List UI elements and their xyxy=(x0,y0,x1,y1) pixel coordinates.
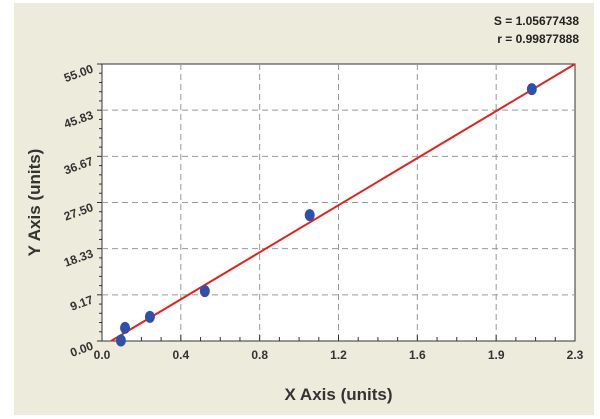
fit-line xyxy=(110,63,576,342)
s-annotation: S = 1.05677438 xyxy=(493,14,579,28)
x-tick-label: 1.2 xyxy=(330,348,347,362)
data-point xyxy=(144,310,155,323)
y-tick-label: 27.50 xyxy=(62,200,95,224)
data-point xyxy=(526,83,537,96)
x-axis-label: X Axis (units) xyxy=(285,385,393,404)
x-tick-label: 1.6 xyxy=(409,348,426,362)
x-tick-label: 1.9 xyxy=(488,348,505,362)
y-tick-label: 18.33 xyxy=(62,246,95,270)
data-point xyxy=(304,209,315,222)
data-point xyxy=(115,334,126,347)
y-tick-label: 55.00 xyxy=(62,62,95,86)
y-tick-label: 36.67 xyxy=(62,154,95,178)
y-tick-label: 9.17 xyxy=(68,292,95,313)
x-tick-label: 0.0 xyxy=(94,348,111,362)
x-tick-label: 2.3 xyxy=(567,348,584,362)
data-point xyxy=(120,321,131,334)
y-tick-label: 0.00 xyxy=(68,339,95,360)
y-axis-label: Y Axis (units) xyxy=(25,149,44,257)
r-annotation: r = 0.99877888 xyxy=(497,32,579,46)
x-tick-label: 0.8 xyxy=(251,348,268,362)
y-tick-label: 45.83 xyxy=(62,108,95,132)
x-tick-label: 0.4 xyxy=(172,348,189,362)
data-point xyxy=(199,285,210,298)
